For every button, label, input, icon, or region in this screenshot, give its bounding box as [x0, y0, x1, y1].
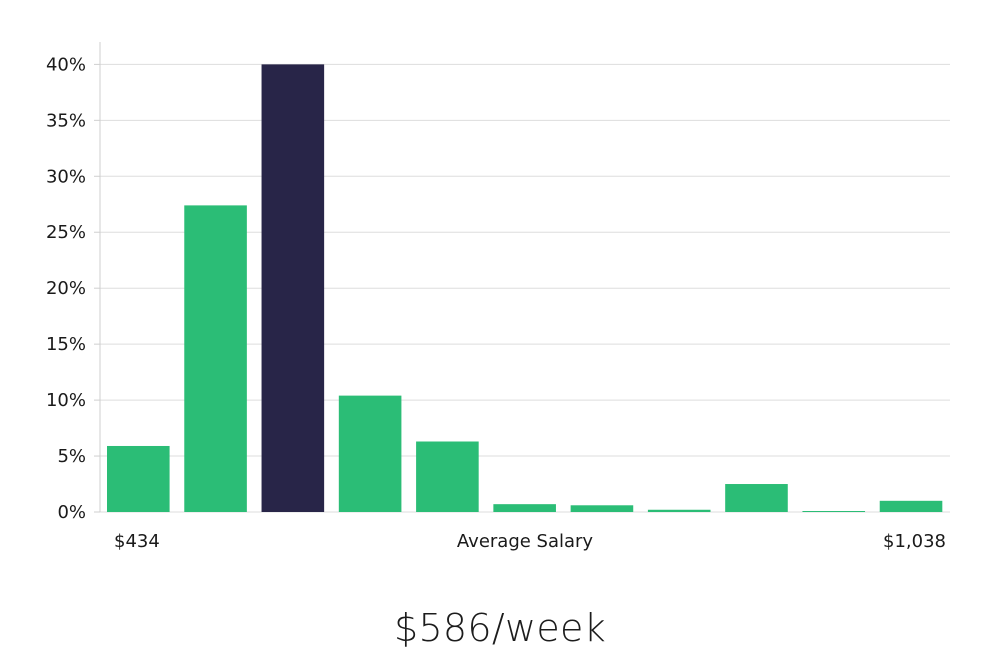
average-weekly-salary-headline: $586/week: [393, 606, 607, 650]
bar: [493, 504, 556, 512]
y-tick-label: 15%: [46, 334, 86, 355]
y-axis-tick-labels: 0% 5% 10% 15% 20% 25% 30% 35% 40%: [46, 54, 100, 523]
bar: [338, 395, 402, 512]
bars: [107, 64, 943, 512]
x-axis-title: Average Salary: [457, 531, 594, 552]
bar: [570, 505, 634, 512]
y-tick-label: 30%: [46, 166, 86, 187]
bar: [107, 445, 170, 512]
bar: [879, 500, 943, 512]
y-tick-label: 35%: [46, 110, 86, 131]
y-tick-label: 5%: [57, 446, 86, 467]
bar: [416, 441, 479, 512]
bar-highlighted: [261, 64, 325, 512]
bar: [647, 509, 711, 512]
y-tick-label: 25%: [46, 222, 86, 243]
x-min-label: $434: [114, 531, 160, 552]
y-tick-label: 20%: [46, 278, 86, 299]
y-tick-label: 0%: [57, 502, 86, 523]
y-tick-label: 10%: [46, 390, 86, 411]
bar: [184, 205, 247, 512]
x-max-label: $1,038: [883, 531, 946, 552]
y-tick-label: 40%: [46, 54, 86, 75]
bar: [725, 484, 788, 512]
salary-distribution-chart: 0% 5% 10% 15% 20% 25% 30% 35% 40% $434 Average S…: [46, 42, 950, 552]
bar: [802, 511, 866, 512]
